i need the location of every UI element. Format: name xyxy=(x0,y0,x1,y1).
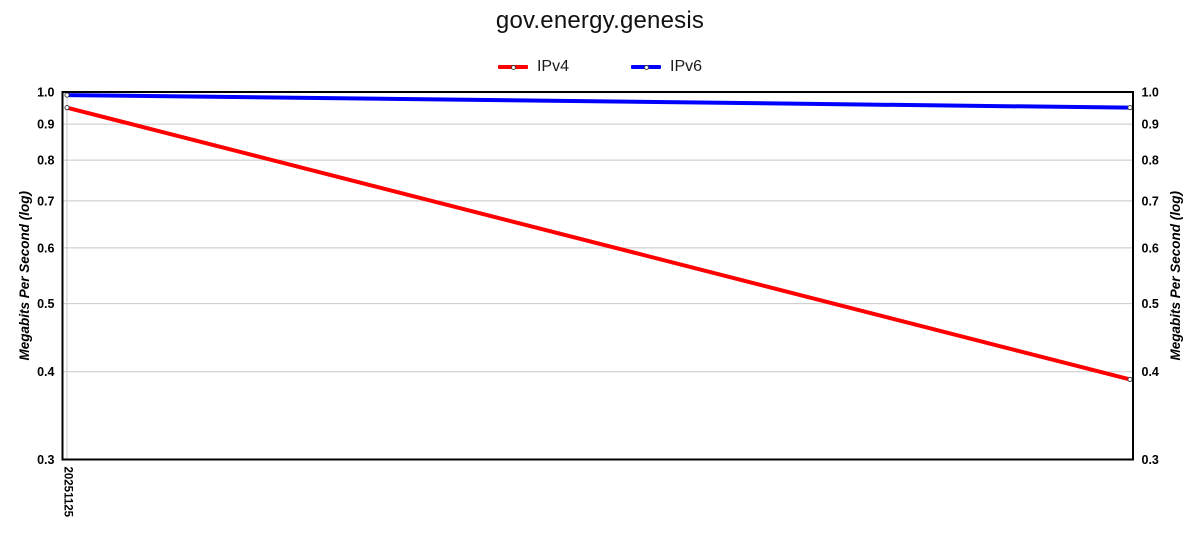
y-tick-label-right: 0.5 xyxy=(1142,297,1159,311)
legend-label-ipv4: IPv4 xyxy=(536,58,569,75)
legend-item-ipv6: IPv6 xyxy=(631,58,702,76)
data-point-marker-ipv6 xyxy=(1127,105,1133,111)
legend-marker-dot-ipv6 xyxy=(644,65,649,70)
y-tick-label-right: 0.4 xyxy=(1142,365,1159,379)
y-tick-label-left: 0.4 xyxy=(37,365,54,379)
y-tick-label-left: 0.3 xyxy=(37,453,54,467)
plot-frame xyxy=(61,91,1134,461)
y-tick-label-right: 0.3 xyxy=(1142,453,1159,467)
y-tick-label-left: 0.9 xyxy=(37,118,54,132)
y-tick-label-right: 0.6 xyxy=(1142,241,1159,255)
y-tick-label-left: 0.8 xyxy=(37,154,54,168)
data-point-marker-ipv4 xyxy=(1127,376,1133,382)
legend-marker-dot-ipv4 xyxy=(510,65,516,70)
series-line-ipv6 xyxy=(65,93,1132,110)
data-point-marker-ipv4 xyxy=(64,105,70,111)
series-line-ipv4 xyxy=(65,105,1132,382)
y-axis-label-right: Megabits Per Second (log) xyxy=(1168,190,1183,360)
y-tick-label-right: 0.7 xyxy=(1142,194,1159,208)
chart-legend: IPv4 IPv6 xyxy=(0,58,1200,76)
y-tick-label-left: 0.5 xyxy=(37,297,54,311)
y-tick-label-right: 0.9 xyxy=(1142,118,1159,132)
y-tick-label-left: 0.7 xyxy=(37,194,54,208)
data-point-marker-ipv6 xyxy=(64,92,70,98)
y-tick-label-right: 1.0 xyxy=(1142,86,1159,100)
legend-line-swatch-ipv4 xyxy=(497,65,528,70)
y-tick-label-right: 0.8 xyxy=(1142,154,1159,168)
y-tick-label-left: 1.0 xyxy=(37,86,54,100)
x-tick-label: 20251125 xyxy=(62,467,74,518)
legend-item-ipv4: IPv4 xyxy=(497,58,569,76)
y-axis-label-left: Megabits Per Second (log) xyxy=(17,190,32,360)
chart-title: gov.energy.genesis xyxy=(495,7,705,34)
legend-line-swatch-ipv6 xyxy=(631,65,661,70)
y-tick-label-left: 0.6 xyxy=(37,241,54,255)
legend-label-ipv6: IPv6 xyxy=(670,58,703,75)
